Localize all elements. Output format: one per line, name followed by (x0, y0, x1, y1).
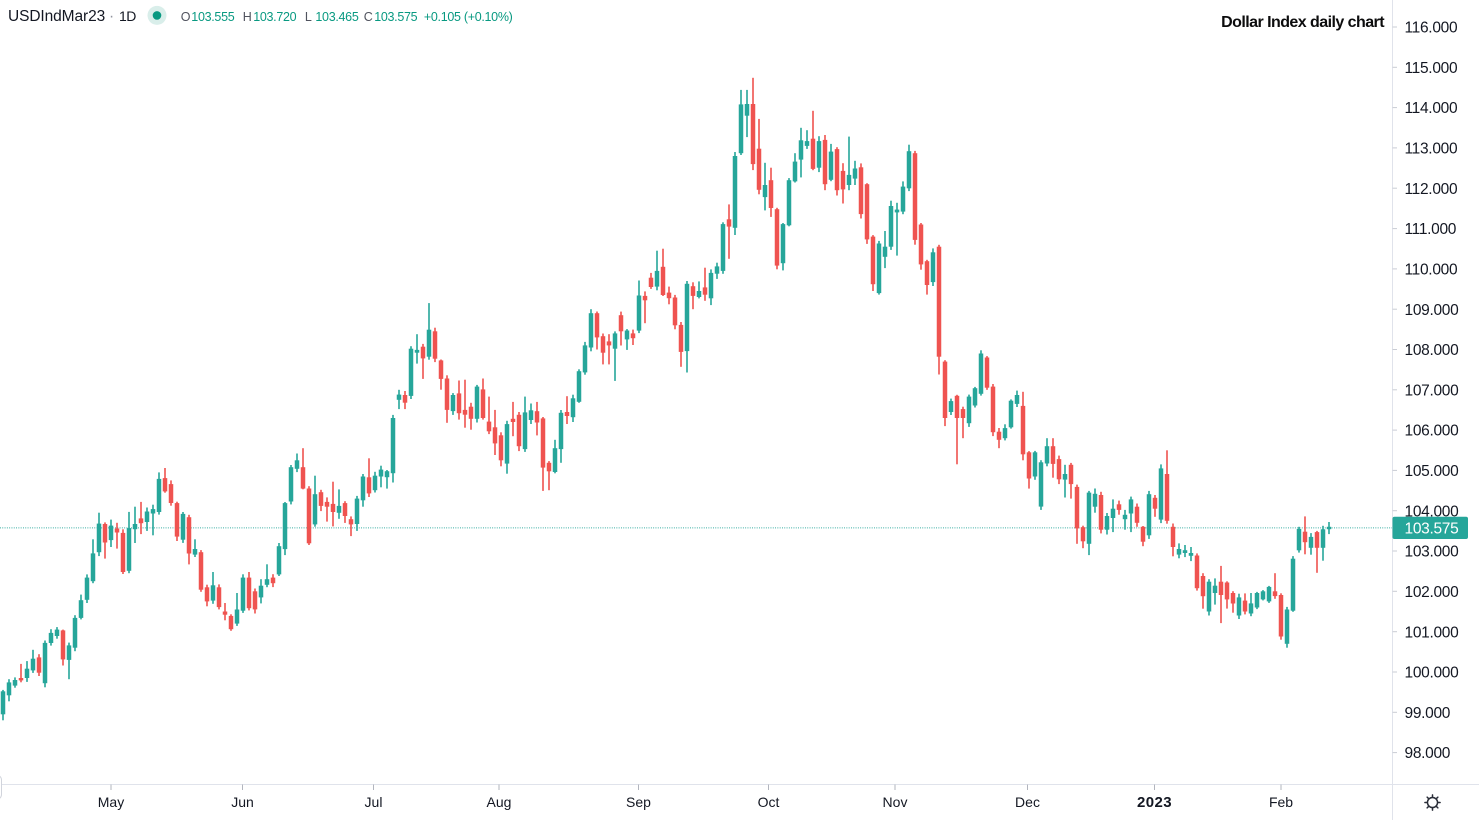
svg-text:100.000: 100.000 (1405, 665, 1460, 682)
svg-text:Sep: Sep (626, 794, 651, 810)
svg-text:Feb: Feb (1269, 794, 1293, 810)
svg-text:105.000: 105.000 (1405, 463, 1460, 480)
svg-text:116.000: 116.000 (1405, 20, 1458, 37)
svg-text:C: C (364, 10, 373, 24)
svg-text:Dollar Index daily chart: Dollar Index daily chart (1221, 14, 1385, 31)
svg-text:109.000: 109.000 (1405, 302, 1460, 319)
svg-text:Aug: Aug (487, 794, 512, 810)
svg-text:H: H (243, 10, 252, 24)
svg-text:103.575: 103.575 (374, 10, 417, 24)
svg-text:114.000: 114.000 (1405, 100, 1458, 117)
svg-text:Nov: Nov (883, 794, 908, 810)
svg-text:112.000: 112.000 (1405, 181, 1458, 198)
svg-text:Jul: Jul (365, 794, 383, 810)
svg-text:Dec: Dec (1015, 794, 1040, 810)
svg-text:Oct: Oct (758, 794, 780, 810)
svg-text:102.000: 102.000 (1405, 584, 1460, 601)
svg-text:104.000: 104.000 (1405, 503, 1460, 520)
svg-text:USDIndMar23: USDIndMar23 (8, 8, 105, 25)
svg-text:110.000: 110.000 (1405, 262, 1458, 279)
svg-text:115.000: 115.000 (1405, 60, 1458, 77)
svg-text:Jun: Jun (231, 794, 254, 810)
svg-text:1D: 1D (119, 8, 136, 24)
svg-text:+0.105 (+0.10%): +0.105 (+0.10%) (424, 10, 513, 24)
svg-text:103.000: 103.000 (1405, 544, 1460, 561)
svg-text:103.720: 103.720 (253, 10, 296, 24)
svg-text:99.000: 99.000 (1405, 705, 1451, 722)
svg-text:103.555: 103.555 (191, 10, 234, 24)
svg-text:103.575: 103.575 (1405, 521, 1459, 538)
svg-text:May: May (98, 794, 124, 810)
svg-text:2023: 2023 (1137, 794, 1172, 811)
svg-text:111.000: 111.000 (1405, 221, 1457, 238)
svg-text:L: L (305, 10, 312, 24)
svg-text:103.465: 103.465 (315, 10, 358, 24)
svg-text:107.000: 107.000 (1405, 382, 1460, 399)
svg-text:113.000: 113.000 (1405, 141, 1458, 158)
svg-text:106.000: 106.000 (1405, 423, 1460, 440)
svg-text:101.000: 101.000 (1405, 624, 1460, 641)
svg-text:98.000: 98.000 (1405, 745, 1451, 762)
svg-text:108.000: 108.000 (1405, 342, 1460, 359)
svg-text:O: O (181, 10, 191, 24)
svg-text:·: · (109, 8, 114, 25)
